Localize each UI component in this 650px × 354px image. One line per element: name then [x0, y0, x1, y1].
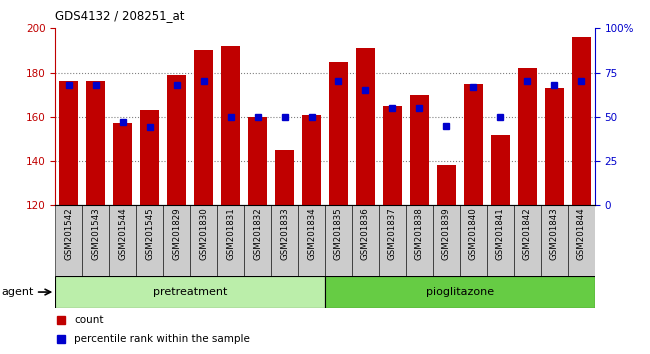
Bar: [298, 205, 325, 276]
Text: GSM201844: GSM201844: [577, 207, 586, 260]
Bar: [325, 205, 352, 276]
Text: GSM201833: GSM201833: [280, 207, 289, 260]
Bar: [59, 81, 78, 205]
Bar: [491, 135, 510, 205]
Bar: [82, 205, 109, 276]
Bar: [572, 37, 591, 205]
Text: pretreatment: pretreatment: [153, 287, 228, 297]
Bar: [514, 205, 541, 276]
Bar: [518, 68, 537, 205]
Bar: [244, 205, 271, 276]
Text: GSM201841: GSM201841: [496, 207, 505, 260]
Text: GSM201829: GSM201829: [172, 207, 181, 260]
Text: GSM201830: GSM201830: [199, 207, 208, 260]
Bar: [86, 81, 105, 205]
Text: count: count: [74, 315, 103, 325]
Text: GSM201840: GSM201840: [469, 207, 478, 260]
Bar: [437, 165, 456, 205]
Text: GSM201837: GSM201837: [388, 207, 397, 260]
Bar: [140, 110, 159, 205]
Text: percentile rank within the sample: percentile rank within the sample: [74, 333, 250, 344]
Text: GSM201836: GSM201836: [361, 207, 370, 260]
Bar: [190, 205, 217, 276]
Bar: [163, 205, 190, 276]
Text: GSM201542: GSM201542: [64, 207, 73, 260]
Bar: [541, 205, 568, 276]
Bar: [464, 84, 483, 205]
Text: GSM201843: GSM201843: [550, 207, 559, 260]
Bar: [568, 205, 595, 276]
Bar: [325, 276, 595, 308]
Bar: [302, 115, 321, 205]
Text: GSM201545: GSM201545: [145, 207, 154, 260]
Bar: [433, 205, 460, 276]
Bar: [55, 276, 325, 308]
Text: GSM201832: GSM201832: [253, 207, 262, 260]
Text: agent: agent: [1, 287, 34, 297]
Bar: [487, 205, 514, 276]
Bar: [167, 75, 186, 205]
Text: pioglitazone: pioglitazone: [426, 287, 494, 297]
Text: GSM201544: GSM201544: [118, 207, 127, 260]
Bar: [221, 46, 240, 205]
Text: GSM201838: GSM201838: [415, 207, 424, 260]
Bar: [109, 205, 136, 276]
Bar: [460, 205, 487, 276]
Text: GDS4132 / 208251_at: GDS4132 / 208251_at: [55, 9, 185, 22]
Bar: [217, 205, 244, 276]
Text: GSM201835: GSM201835: [334, 207, 343, 260]
Bar: [113, 124, 132, 205]
Bar: [379, 205, 406, 276]
Bar: [271, 205, 298, 276]
Bar: [55, 205, 83, 276]
Bar: [352, 205, 379, 276]
Text: GSM201839: GSM201839: [442, 207, 451, 260]
Text: GSM201543: GSM201543: [91, 207, 100, 260]
Bar: [406, 205, 433, 276]
Bar: [356, 48, 375, 205]
Bar: [410, 95, 429, 205]
Bar: [383, 106, 402, 205]
Text: GSM201831: GSM201831: [226, 207, 235, 260]
Bar: [329, 62, 348, 205]
Bar: [545, 88, 564, 205]
Bar: [248, 117, 267, 205]
Bar: [194, 50, 213, 205]
Text: GSM201842: GSM201842: [523, 207, 532, 260]
Text: GSM201834: GSM201834: [307, 207, 316, 260]
Bar: [136, 205, 163, 276]
Bar: [275, 150, 294, 205]
